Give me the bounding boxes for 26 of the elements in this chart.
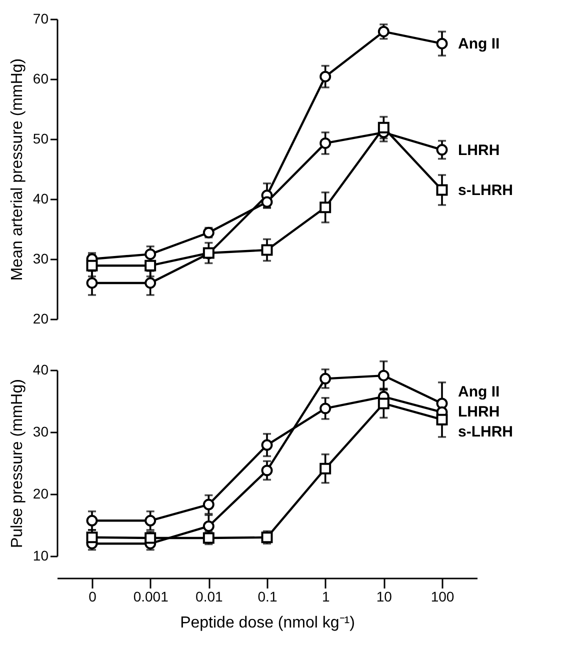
y-tick-label: 20 xyxy=(32,486,49,502)
x-tick-label: 0.001 xyxy=(133,588,169,604)
y-tick-label: 60 xyxy=(32,70,49,86)
y-tick-label: 20 xyxy=(32,310,49,326)
x-axis-title: Peptide dose (nmol kg⁻¹) xyxy=(180,614,355,632)
y-tick-label: 50 xyxy=(32,130,49,146)
x-tick-label: 0.01 xyxy=(196,588,224,604)
series-label: LHRH xyxy=(458,404,500,421)
y-tick-label: 70 xyxy=(32,10,49,26)
series-label: Ang II xyxy=(458,36,500,53)
series-label: s-LHRH xyxy=(458,424,513,441)
series-label: Ang II xyxy=(458,384,500,401)
y-tick-label: 10 xyxy=(32,548,49,564)
y-tick-label: 40 xyxy=(32,362,49,378)
y-axis-title: Pulse pressure (mmHg) xyxy=(8,379,26,548)
x-tick-label: 100 xyxy=(430,588,454,604)
x-tick-label: 1 xyxy=(322,588,330,604)
x-tick-label: 10 xyxy=(376,588,392,604)
y-axis-title: Mean arterial pressure (mmHg) xyxy=(8,58,26,281)
y-tick-label: 30 xyxy=(32,250,49,266)
series-label: LHRH xyxy=(458,142,500,159)
x-tick-label: 0.1 xyxy=(258,588,278,604)
series-label: s-LHRH xyxy=(458,182,513,199)
y-tick-label: 30 xyxy=(32,424,49,440)
x-tick-label: 0 xyxy=(88,588,97,604)
y-tick-label: 40 xyxy=(32,190,49,206)
